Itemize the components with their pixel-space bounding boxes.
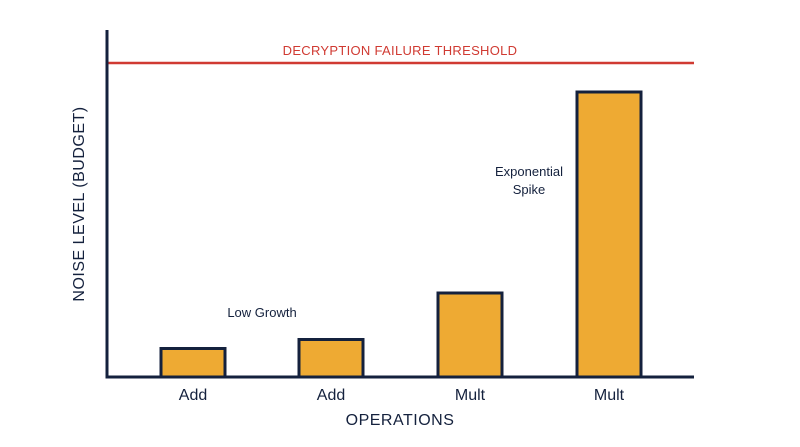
x-tick-label-4: Mult: [594, 387, 625, 404]
x-axis-label: OPERATIONS: [346, 412, 455, 429]
bar-2-add: [297, 338, 365, 379]
bars-layer: [159, 90, 643, 379]
x-tick-label-1: Add: [179, 387, 207, 404]
threshold-label: DECRYPTION FAILURE THRESHOLD: [283, 43, 518, 58]
annotation-spike: Spike: [513, 182, 546, 197]
bar-3-mult: [436, 291, 504, 379]
x-tick-labels: Add Add Mult Mult: [179, 387, 625, 404]
annotation-exponential: Exponential: [495, 164, 563, 179]
bar-4-mult: [575, 90, 643, 379]
y-axis-label: NOISE LEVEL (BUDGET): [71, 106, 88, 301]
x-tick-label-3: Mult: [455, 387, 486, 404]
bar-1-add: [159, 347, 227, 379]
x-tick-label-2: Add: [317, 387, 345, 404]
annotation-low-growth: Low Growth: [227, 305, 296, 320]
